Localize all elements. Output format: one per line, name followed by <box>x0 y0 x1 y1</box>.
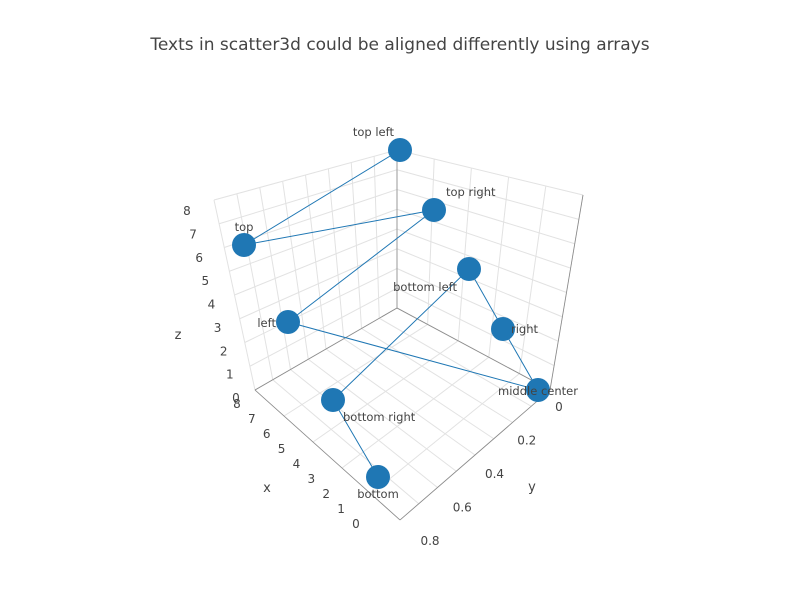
data-point-marker[interactable] <box>422 198 446 222</box>
z-tick-label: 7 <box>189 227 197 241</box>
x-tick-label: 1 <box>337 502 345 516</box>
grid-line <box>307 358 457 472</box>
grid-line <box>283 323 428 417</box>
z-tick-label: 6 <box>195 251 203 265</box>
x-axis-back-line <box>254 307 398 391</box>
z-tick-label: 5 <box>202 274 210 288</box>
x-tick-label: 7 <box>248 412 256 426</box>
z-tick-label: 0 <box>232 391 240 405</box>
data-point-marker[interactable] <box>366 465 390 489</box>
y-tick-label: 0.2 <box>517 434 536 448</box>
x-tick-label: 2 <box>322 487 330 501</box>
y-wall-edge-line <box>549 194 584 391</box>
data-point-label: right <box>511 322 539 336</box>
grid-line <box>378 317 532 407</box>
grid-line <box>234 228 398 296</box>
grid-line <box>325 348 476 456</box>
grid-line <box>259 187 291 370</box>
chart-title: Texts in scatter3d could be aligned diff… <box>149 35 649 55</box>
x-tick-label: 3 <box>308 472 316 486</box>
data-point-label: bottom right <box>343 410 416 424</box>
z-tick-label: 8 <box>183 204 191 218</box>
x-axis-title: x <box>263 481 271 496</box>
data-point-label: bottom <box>357 487 399 501</box>
x-tick-label: 0 <box>352 517 360 531</box>
z-tick-label: 4 <box>208 298 216 312</box>
grid-line <box>396 248 563 318</box>
grid-line <box>282 181 309 360</box>
z-tick-label: 2 <box>220 344 228 358</box>
y-tick-label: 0.4 <box>485 467 504 481</box>
grid-line <box>396 228 567 293</box>
grid-line <box>229 208 398 272</box>
grid-line <box>370 373 520 495</box>
x-tick-label: 8 <box>233 397 241 411</box>
grid-line <box>213 149 398 201</box>
grid-line <box>396 189 575 245</box>
grid-line <box>213 199 256 391</box>
z-tick-label: 3 <box>214 321 222 335</box>
grid-line <box>341 356 490 469</box>
data-point-label: bottom left <box>393 280 457 294</box>
grid-line <box>396 268 559 342</box>
marker-layer[interactable] <box>232 138 550 489</box>
grid-line <box>396 287 555 367</box>
grid-line <box>272 379 420 505</box>
data-point-label: top left <box>353 125 395 139</box>
grid-line <box>396 169 580 220</box>
grid-line <box>218 169 398 225</box>
data-point-marker[interactable] <box>491 317 515 341</box>
z-tick-label: 1 <box>226 368 234 382</box>
y-tick-label: 0 <box>555 400 563 414</box>
data-point-marker[interactable] <box>388 138 412 162</box>
grid-line <box>290 369 438 488</box>
y-tick-label: 0.8 <box>420 534 439 548</box>
grid-line <box>396 208 571 269</box>
x-tick-label: 4 <box>293 457 301 471</box>
grid-line <box>361 328 513 423</box>
grid-line <box>312 340 459 443</box>
data-point-label: top right <box>446 185 496 199</box>
data-point-label: middle center <box>498 384 578 398</box>
x-axis-front-line <box>399 389 551 521</box>
x-tick-label: 5 <box>278 442 286 456</box>
y-tick-label: 0.6 <box>453 501 472 515</box>
x-tick-label: 6 <box>263 427 271 441</box>
data-point-marker[interactable] <box>232 233 256 257</box>
z-axis-title: z <box>175 328 182 343</box>
grid-line <box>343 338 495 440</box>
grid-line <box>236 193 274 380</box>
data-point-marker[interactable] <box>276 310 300 334</box>
data-point-label: left <box>257 316 276 330</box>
y-axis-back-line <box>396 307 551 391</box>
data-point-marker[interactable] <box>526 378 550 402</box>
data-point-marker[interactable] <box>457 257 481 281</box>
y-axis-front-line <box>254 389 401 521</box>
point-label-layer: top left top top right left middle center rig… <box>235 125 579 501</box>
data-point-marker[interactable] <box>321 388 345 412</box>
y-axis-title: y <box>528 480 536 495</box>
grid-line <box>396 149 584 196</box>
data-point-label: top <box>235 220 254 234</box>
